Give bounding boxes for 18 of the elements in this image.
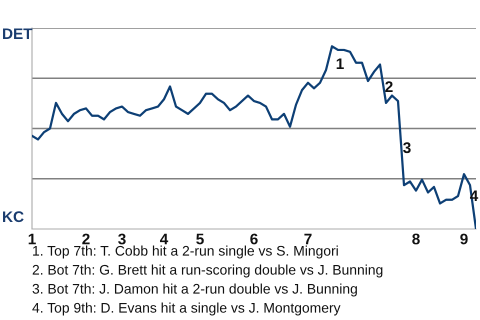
annotation: 2	[385, 81, 393, 92]
x-tick-label: 1	[28, 234, 36, 244]
x-tick-label: 2	[82, 234, 90, 244]
text: DET	[3, 28, 32, 39]
x-tick-label: 7	[304, 234, 312, 244]
x-tick-label: 9	[460, 234, 468, 244]
x-tick-label: 5	[196, 234, 204, 244]
x-tick-label: 6	[250, 234, 258, 244]
x-tick-label: 8	[412, 234, 420, 244]
text: KC	[3, 211, 24, 222]
text: 1. Top 7th: T. Cobb hit a 2-run single vs S. Mingori	[33, 246, 338, 258]
x-tick-label: 4	[160, 234, 168, 244]
text: 3. Bot 7th: J. Damon hit a 2-run double vs J. Bunning	[32, 284, 357, 296]
annotation: 3	[403, 142, 411, 154]
x-tick-label: 3	[118, 234, 126, 244]
text: 4. Top 9th: D. Evans hit a single vs J. Montgomery	[32, 302, 341, 316]
annotation: 1	[336, 58, 344, 69]
text: 2. Bot 7th: G. Brett hit a run-scoring double vs J. Bunning	[32, 264, 382, 278]
